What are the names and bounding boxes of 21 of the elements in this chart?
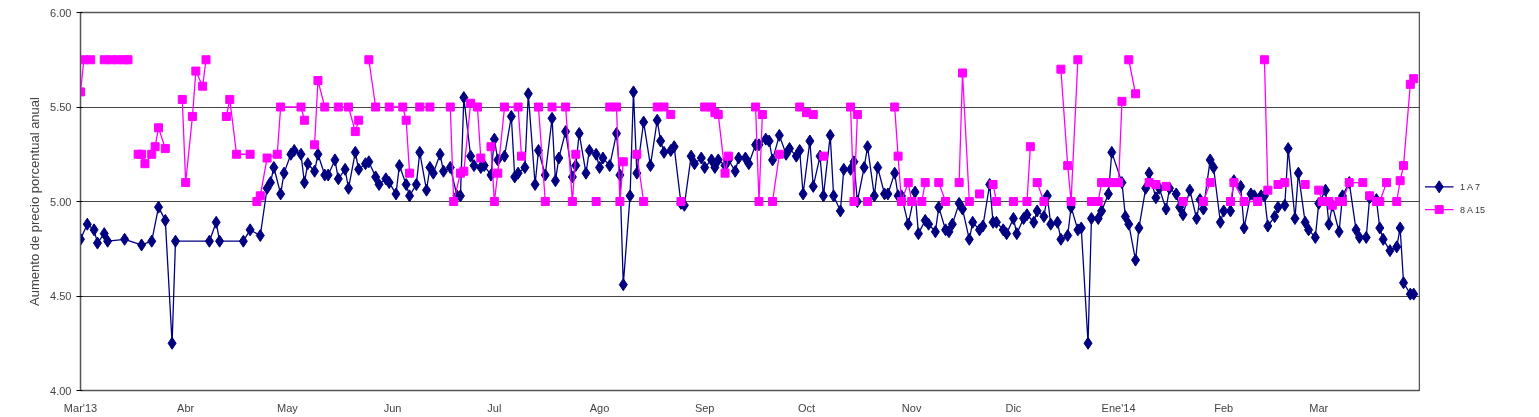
x-tick-label: Nov: [901, 401, 922, 414]
x-tick-label: Feb: [1214, 401, 1234, 414]
y-tick-label: 5.50: [50, 101, 72, 113]
x-tick-label: Mar'13: [63, 401, 98, 414]
x-tick-label: Oct: [797, 401, 816, 414]
x-tick-label: Jun: [383, 401, 402, 414]
y-tick-label: 5.00: [50, 195, 72, 208]
legend-label: 8 A 15: [1460, 204, 1486, 215]
x-tick-label: Ago: [589, 401, 610, 414]
legend-label: 1 A 7: [1460, 181, 1481, 192]
x-tick-label: Abr: [177, 401, 195, 414]
y-tick-label: 6.00: [50, 6, 72, 19]
y-tick-label: 4.50: [50, 290, 72, 302]
y-axis-title: Aumento de precio porcentual anual: [27, 96, 43, 306]
x-tick-label: Sep: [694, 401, 715, 414]
x-tick-label: Dic: [1005, 401, 1022, 414]
x-tick-label: Ene'14: [1101, 401, 1136, 414]
x-tick-label: Mar: [1309, 401, 1329, 414]
y-tick-label: 4.00: [50, 384, 72, 397]
x-tick-label: Jul: [487, 401, 502, 414]
x-tick-label: May: [277, 401, 299, 414]
